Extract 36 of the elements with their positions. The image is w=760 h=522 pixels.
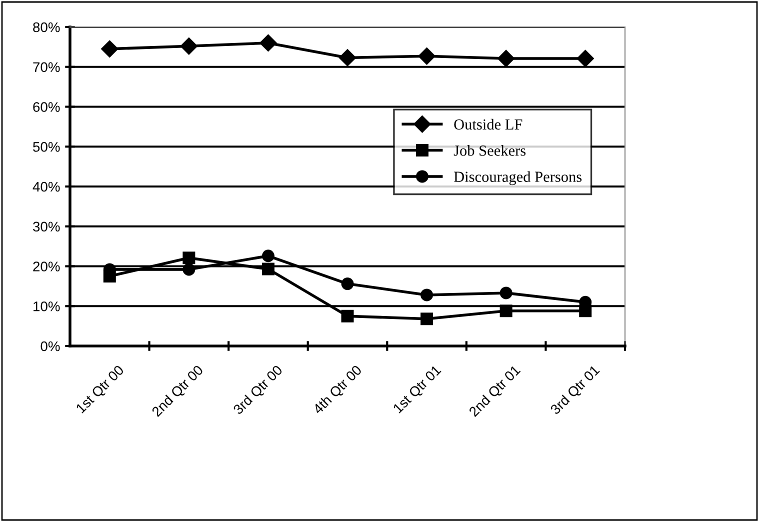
x-tick-label: 1st Qtr 00 (75, 364, 126, 416)
point (500, 286, 512, 300)
point (341, 278, 354, 290)
x-tick-label: 2nd Qtr 01 (468, 364, 522, 419)
y-tick-label: 60% (33, 102, 60, 112)
legend-label: Discouraged Persons (454, 171, 582, 186)
y-tick-label: 40% (32, 182, 60, 192)
point (498, 50, 515, 68)
y-tick-label: 0% (40, 341, 60, 352)
y-tick-label: 50% (33, 142, 60, 152)
point (420, 312, 434, 326)
point (576, 50, 594, 68)
x-tick-label: 4th Qtr 00 (312, 364, 364, 416)
y-tick-label: 80% (33, 22, 60, 32)
point (420, 288, 434, 302)
legend-label: Outside LF (454, 118, 522, 130)
y-tick-label: 20% (33, 262, 60, 272)
x-tick-label: 3rd Qtr 01 (549, 364, 602, 417)
point (341, 310, 354, 322)
y-tick-label: 10% (34, 301, 60, 312)
x-tick-label: 3rd Qtr 00 (232, 364, 285, 417)
point (262, 262, 274, 276)
point (180, 38, 198, 55)
point (260, 34, 277, 52)
point (338, 49, 356, 66)
point (262, 250, 274, 262)
y-tick-label: 70% (33, 62, 60, 72)
point (500, 304, 512, 318)
x-tick-label: 2nd Qtr 00 (150, 364, 206, 419)
point (101, 40, 118, 58)
y-tick-label: 30% (33, 222, 60, 232)
point (182, 263, 196, 276)
point (182, 252, 196, 264)
legend-label: Job Seekers (454, 145, 526, 156)
point (418, 48, 436, 65)
x-tick-label: 1st Qtr 01 (392, 364, 444, 416)
